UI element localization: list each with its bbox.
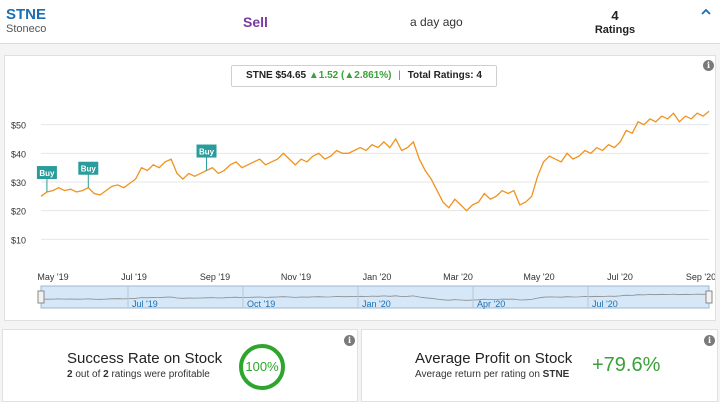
buy-flag [36,166,57,180]
success-subtitle: 2 out of 2 ratings were profitable [67,369,210,380]
navigator-handle-right[interactable] [705,290,713,304]
buy-flag [196,144,217,158]
x-tick-label: Jan '20 [363,272,392,282]
company-name: Stoneco [6,23,47,35]
info-icon[interactable]: i [703,60,714,71]
ticker-symbol[interactable]: STNE [6,6,47,23]
quote-box: STNE $54.65 ▲1.52 (▲2.861%) | Total Rati… [231,65,497,87]
navigator-series-line [40,293,710,301]
navigator-tick-label: Jan '20 [362,299,391,309]
price-chart-panel: i STNE $54.65 ▲1.52 (▲2.861%) | Total Ra… [4,55,716,321]
quote-symbol: STNE [246,70,273,81]
buy-flag-label: Buy [39,169,55,178]
quote-price: $54.65 [275,70,307,81]
success-rate-card: i Success Rate on Stock 2 out of 2 ratin… [2,329,358,402]
x-tick-label: Sep '20 [686,272,715,282]
rating-summary-bar: STNE Stoneco Sell a day ago 4 Ratings [0,0,720,44]
chevron-up-icon[interactable] [700,6,712,18]
x-tick-label: May '19 [37,272,68,282]
profit-title: Average Profit on Stock [415,350,573,367]
rating-time: a day ago [410,15,463,29]
y-tick-label: $20 [11,207,26,217]
quote-separator: | [398,70,401,81]
quote-change-pct: (▲2.861%) [341,70,392,81]
navigator-tick-label: Jul '19 [132,299,158,309]
y-tick-label: $10 [11,235,26,245]
x-tick-label: May '20 [523,272,554,282]
total-ratings: Total Ratings: 4 [407,70,482,81]
info-icon[interactable]: i [344,335,355,346]
navigator-tick-label: Apr '20 [477,299,505,309]
x-tick-label: Sep '19 [200,272,230,282]
x-tick-label: Jul '19 [121,272,147,282]
ratings-count: 4 [611,8,619,23]
x-tick-label: Jul '20 [607,272,633,282]
info-icon[interactable]: i [704,335,715,346]
average-profit-card: i Average Profit on Stock Average return… [361,329,718,402]
y-tick-label: $30 [11,178,26,188]
average-profit-value: +79.6% [592,354,661,376]
buy-flag-label: Buy [199,148,215,157]
price-series-line [40,110,710,212]
buy-flag-label: Buy [81,165,97,174]
success-title: Success Rate on Stock [67,350,223,367]
x-tick-label: Mar '20 [443,272,473,282]
buy-flag [78,161,99,175]
navigator-tick-label: Jul '20 [592,299,618,309]
ratings-label: Ratings [594,24,636,36]
success-rate-ring: 100% [239,344,285,390]
navigator-handle-left[interactable] [37,290,45,304]
x-tick-label: Nov '19 [281,272,311,282]
navigator-tick-label: Oct '19 [247,299,275,309]
price-line-chart[interactable]: $10 $20 $30 $40 $50 May '19 Jul '19 Sep '19 Nov … [5,56,715,320]
profit-subtitle: Average return per rating on STNE [415,369,570,380]
y-tick-label: $50 [11,121,26,131]
y-tick-label: $40 [11,149,26,159]
quote-change: ▲1.52 [308,70,339,81]
rating-value: Sell [243,14,268,30]
